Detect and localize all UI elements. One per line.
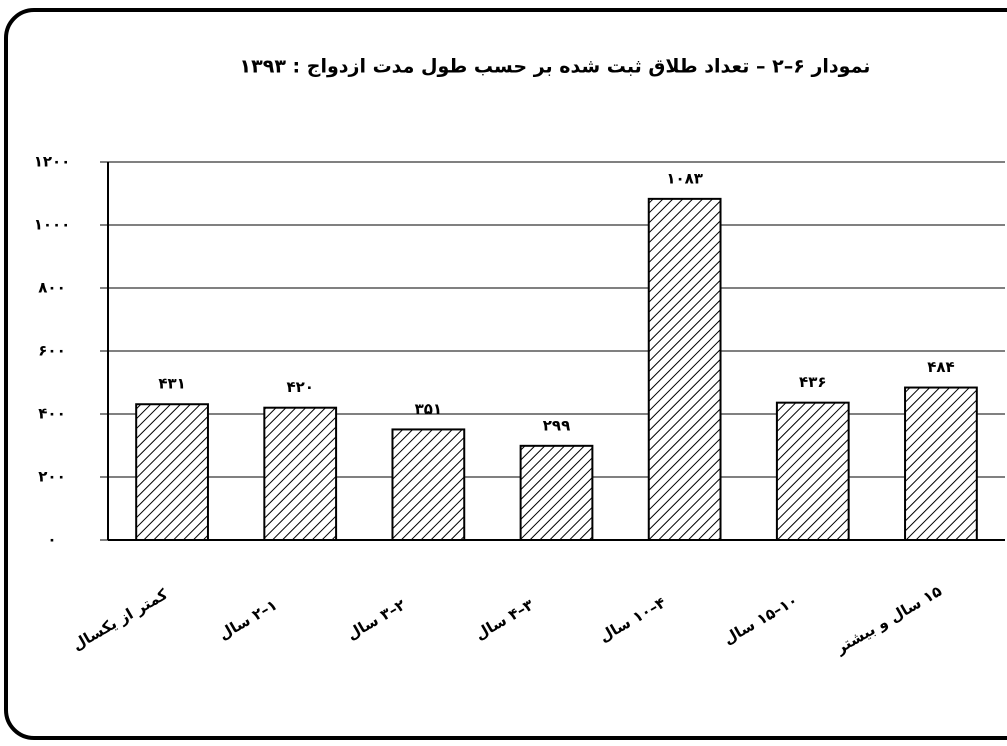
y-tick-label: ۸۰۰ — [38, 279, 65, 297]
value-label: ۲۹۹ — [543, 416, 570, 434]
x-tick-label: ۱۰–۱۵ سال — [720, 591, 801, 648]
x-tick-label: ۱–۲ سال — [216, 596, 281, 644]
value-label: ۴۸۴ — [927, 358, 954, 376]
bar — [904, 386, 978, 542]
bar — [135, 403, 209, 541]
y-tick-label: ۴۰۰ — [38, 405, 65, 423]
y-tick-label: ۰ — [47, 531, 56, 549]
bar — [519, 444, 594, 541]
x-tick-label: ۴–۱۰ سال — [596, 593, 669, 645]
value-label: ۳۵۱ — [415, 400, 442, 418]
chart-title: نمودار ۶–۲ – تعداد طلاق ثبت شده بر حسب ط… — [240, 56, 871, 78]
bar — [775, 401, 850, 541]
y-tick-label: ۱۲۰۰ — [34, 153, 71, 171]
y-tick-label: ۶۰۰ — [38, 342, 65, 360]
x-tick-label: کمتر از یکسال — [69, 585, 171, 654]
x-tick-label: ۲–۳ سال — [344, 596, 409, 644]
y-tick-label: ۲۰۰ — [38, 468, 65, 486]
bar — [391, 428, 466, 541]
frame — [4, 8, 1007, 740]
y-tick-label: ۱۰۰۰ — [34, 216, 71, 234]
value-label: ۱۰۸۳ — [666, 169, 703, 187]
value-label: ۴۳۶ — [799, 373, 826, 391]
x-tick-label: ۳–۴ سال — [472, 596, 537, 644]
value-label: ۴۳۱ — [158, 375, 185, 393]
x-tick-label: ۱۵ سال و بیشتر — [832, 582, 945, 658]
bar — [647, 197, 722, 541]
value-label: ۴۲۰ — [286, 378, 313, 396]
bar — [263, 406, 338, 542]
